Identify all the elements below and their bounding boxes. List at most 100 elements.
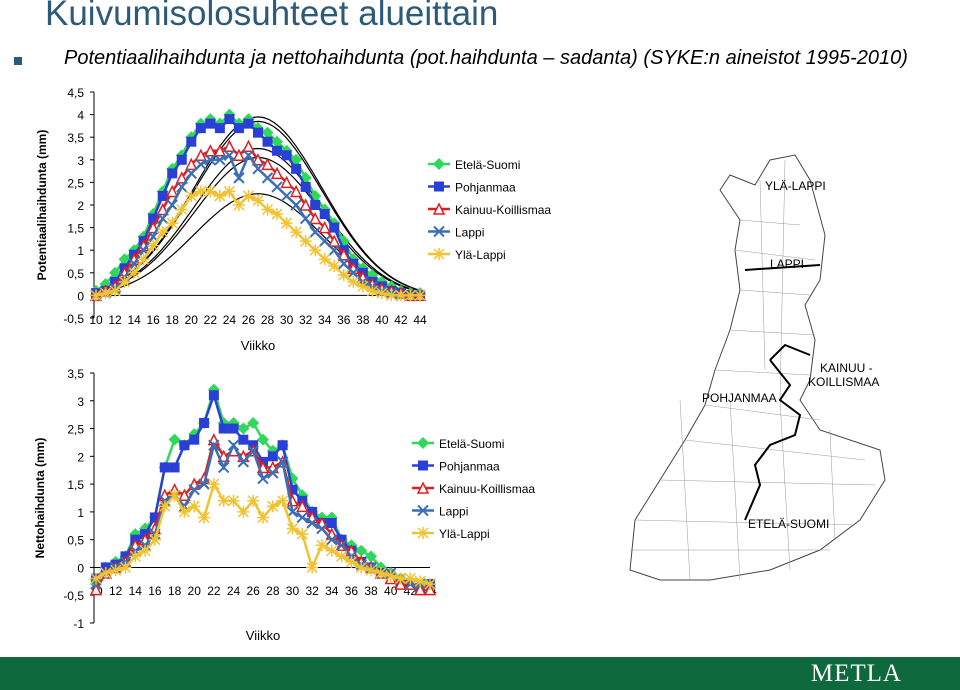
chart1-series1-point xyxy=(148,213,159,224)
chart1-series3-point xyxy=(214,154,226,166)
chart1-series3-point xyxy=(271,181,283,193)
chart1-legend-label-1: Pohjanmaa xyxy=(455,181,516,195)
chart2-series2-point xyxy=(413,582,427,596)
chart2-series1-point xyxy=(159,462,170,473)
metla-logo: METLA xyxy=(810,660,902,687)
chart1-series2-point xyxy=(204,144,217,157)
chart2-series3-point xyxy=(296,511,309,524)
chart1-series4-point xyxy=(261,203,274,216)
chart2-series4-point xyxy=(276,494,289,507)
chart1-y-axis-title: Potentiaalihaihdunta (mm) xyxy=(35,130,49,281)
chart1-series1-point xyxy=(310,200,321,210)
chart2-series3-point xyxy=(326,533,338,546)
chart2-legend-label-3: Lappi xyxy=(439,505,468,519)
chart1-x-tick-label: 32 xyxy=(299,313,313,327)
chart2-series1-point xyxy=(326,518,337,528)
chart2-series4-point xyxy=(365,564,378,577)
chart1-series3-point xyxy=(299,212,312,225)
chart2-series4-point xyxy=(109,564,122,577)
chart1-series2-point xyxy=(270,166,284,180)
chart1-series3-point xyxy=(338,258,350,270)
chart2-series4-point xyxy=(266,500,279,513)
chart1-series3-point xyxy=(252,163,264,175)
map-label-etela-suomi: ETELÄ-SUOMI xyxy=(748,517,829,531)
chart1-series3-point xyxy=(223,149,236,161)
chart2-x-tick-label: 24 xyxy=(227,584,241,598)
page-title: Kuivumisolosuhteet alueittain xyxy=(45,0,499,33)
chart2-series4-point xyxy=(257,511,269,524)
chart1-series2-point xyxy=(328,234,341,247)
chart1-series4-point xyxy=(337,269,350,282)
chart2-legend-label-0: Etelä-Suomi xyxy=(439,437,504,451)
chart1-legend-label-2: Kainuu-Koillismaa xyxy=(455,203,551,217)
chart2-series-line-0 xyxy=(94,385,431,592)
chart2-series0-point xyxy=(365,550,378,563)
chart2-x-tick-label: 18 xyxy=(168,584,182,598)
chart1-y-tick-label: 0 xyxy=(77,289,84,303)
chart2-series1-point xyxy=(277,440,288,451)
chart1-series4-point xyxy=(223,185,236,198)
chart2-y-tick-label: 0,5 xyxy=(67,534,84,548)
chart1-x-tick-label: 14 xyxy=(127,313,141,327)
map-label-kainuu-line1: KAINUU - xyxy=(820,361,873,375)
chart1-y-tick-label: 0,5 xyxy=(67,267,84,281)
page-subtitle: Potentiaalihaihdunta ja nettohaihdunta (… xyxy=(64,47,908,69)
chart2-x-tick-label: 34 xyxy=(325,584,339,598)
chart2-series2-point xyxy=(296,499,309,513)
chart2-series4-point xyxy=(188,500,201,513)
chart1-series2-point xyxy=(242,139,255,152)
chart2-series0-point xyxy=(355,544,368,557)
finland-regions-map: YLÄ-LAPPI LAPPI KAINUU - KOILLISMAA POHJ… xyxy=(629,154,886,581)
chart1-series4-point xyxy=(109,284,122,297)
chart2-y-tick-label: 3,5 xyxy=(67,367,84,381)
chart2-x-tick-label: 16 xyxy=(148,584,162,598)
chart1-series4-point xyxy=(166,217,179,230)
chart1-series3-point xyxy=(328,244,340,256)
chart2-legend-label-1: Pohjanmaa xyxy=(439,460,500,474)
chart1-series1-point xyxy=(224,114,235,125)
chart1-trend-1 xyxy=(95,120,421,292)
chart2-series4-point xyxy=(325,544,338,557)
chart1-legend-marker-0 xyxy=(433,158,445,170)
chart1-series4-point xyxy=(156,226,169,239)
chart1-x-tick-label: 30 xyxy=(280,313,294,327)
chart1-series4-point xyxy=(137,253,150,266)
chart1-series1-point xyxy=(329,222,340,233)
chart2-series4-point xyxy=(394,572,407,585)
chart2-legend-marker-3 xyxy=(417,504,429,517)
chart1-series4-point xyxy=(90,289,102,302)
chart1-series3-point xyxy=(233,172,245,184)
chart1-legend-label-3: Lappi xyxy=(455,226,484,240)
chart1-series3-point xyxy=(347,267,360,279)
chart1-x-tick-label: 34 xyxy=(318,313,332,327)
chart2-series0-point xyxy=(247,417,260,429)
chart1-y-tick-label: 3,5 xyxy=(67,131,84,145)
chart2-y-tick-label: -1 xyxy=(73,617,84,631)
chart2-series3-point xyxy=(227,439,240,451)
chart2-series2-point xyxy=(178,488,191,501)
chart1-x-tick-label: 26 xyxy=(242,313,256,327)
chart1-series1-point xyxy=(205,118,216,129)
chart2-series3-point xyxy=(217,461,230,474)
chart2-series3-point xyxy=(208,439,220,451)
chart2-series4-point xyxy=(90,572,102,585)
chart1-series4-point xyxy=(118,275,131,288)
chart1-series4-point xyxy=(147,239,160,252)
chart2-series3-point xyxy=(257,472,269,485)
chart1-y-tick-label: 3 xyxy=(77,154,84,168)
chart1-series4-point xyxy=(394,289,407,302)
chart1-series1-point xyxy=(195,123,206,134)
chart1-series3-point xyxy=(166,199,178,211)
chart1-series3-point xyxy=(290,199,302,211)
chart2-x-tick-label: 26 xyxy=(246,584,260,598)
chart1-y-tick-label: 4 xyxy=(77,109,84,123)
chart1-legend-marker-1 xyxy=(434,181,444,192)
chart2-series4-point xyxy=(139,544,152,557)
chart2-x-tick-label: 30 xyxy=(286,584,300,598)
chart1-series0-point xyxy=(118,253,131,266)
chart2-y-tick-label: 3 xyxy=(77,395,84,409)
chart1-series1-point xyxy=(319,209,330,220)
chart1-series4-point xyxy=(252,194,264,207)
chart1-series2-point xyxy=(185,157,198,171)
chart1-y-tick-label: 1,5 xyxy=(67,222,84,236)
